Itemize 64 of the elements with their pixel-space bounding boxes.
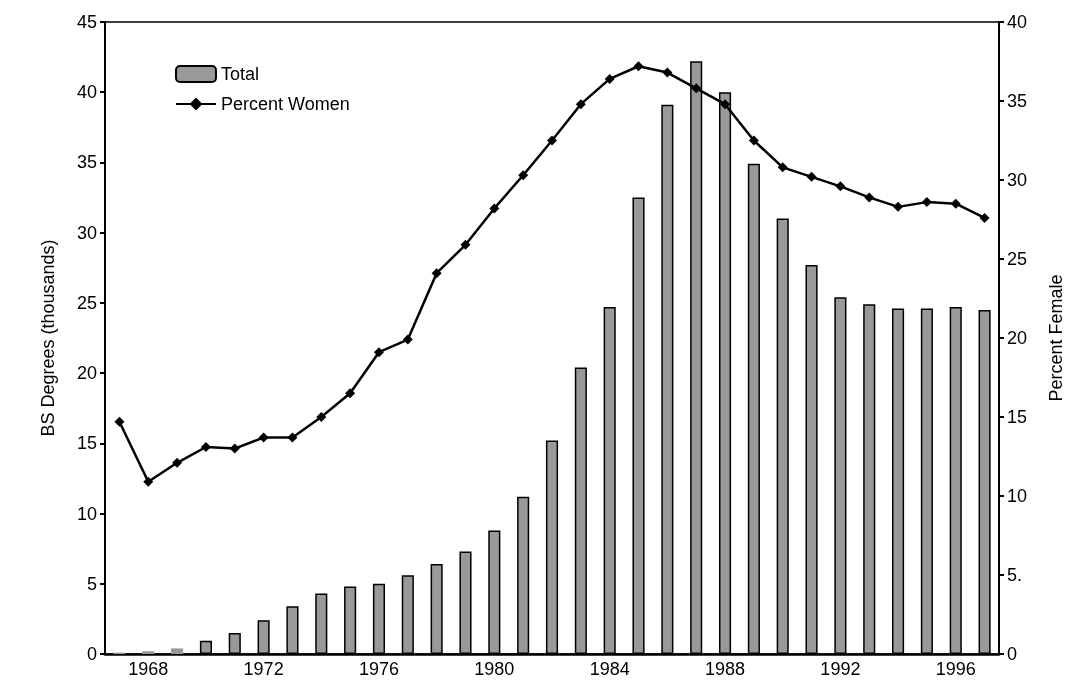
point — [864, 192, 875, 203]
point — [806, 171, 817, 182]
point — [316, 412, 327, 422]
point — [950, 198, 961, 209]
y-tick-label: 35 — [76, 152, 97, 173]
y-tick-label: 20 — [76, 363, 97, 384]
point — [172, 457, 183, 468]
legend-label: Percent Women — [221, 94, 350, 114]
x-tick-label: 1976 — [358, 659, 399, 679]
point — [229, 443, 240, 454]
point — [489, 203, 500, 214]
y-tick-label: 0 — [86, 644, 97, 664]
y2-tick-label: 15 — [1007, 407, 1028, 427]
point — [604, 73, 615, 84]
point — [143, 476, 154, 487]
y-tick-label: 45 — [76, 12, 97, 32]
point — [402, 334, 413, 345]
point — [921, 197, 932, 208]
y-axis-title: BS Degrees (thousands) — [38, 239, 58, 437]
legend-label: Total — [221, 64, 260, 84]
x-tick-label: 1984 — [589, 659, 630, 679]
point — [287, 432, 298, 443]
point — [345, 388, 356, 399]
x-tick-label: 1972 — [243, 659, 284, 679]
point — [893, 201, 904, 212]
y2-tick-label: 10 — [1007, 486, 1028, 506]
y-tick-label: 30 — [76, 222, 97, 243]
point — [748, 135, 759, 146]
y2-tick-label: 0 — [1007, 644, 1018, 664]
x-tick-label: 1980 — [474, 659, 515, 679]
bar — [142, 651, 155, 654]
point — [633, 61, 644, 72]
point — [373, 347, 384, 358]
point — [200, 442, 211, 453]
point — [114, 416, 125, 427]
point — [979, 212, 990, 223]
point — [547, 135, 557, 146]
y2-tick-label: 40 — [1007, 12, 1028, 32]
point — [691, 83, 702, 94]
y2-axis-title: Percent Female — [1046, 274, 1066, 402]
x-tick-label: 1992 — [820, 659, 861, 679]
y2-tick-label: 5. — [1007, 565, 1023, 585]
point — [835, 181, 846, 192]
x-tick-label: 1996 — [935, 659, 976, 679]
point — [720, 99, 731, 110]
point — [518, 170, 529, 181]
y-tick-label: 40 — [76, 82, 97, 103]
point — [575, 99, 586, 110]
y-tick-label: 15 — [76, 433, 97, 454]
x-tick-label: 1968 — [128, 659, 169, 679]
point — [777, 162, 788, 173]
bar — [171, 648, 184, 654]
point — [431, 268, 442, 279]
y-tick-label: 10 — [76, 503, 97, 524]
y-tick-label: 25 — [76, 292, 97, 313]
y2-tick-label: 35 — [1007, 91, 1028, 111]
point — [460, 239, 471, 250]
point — [662, 67, 673, 78]
y-tick-label: 5 — [86, 573, 97, 594]
y2-tick-label: 30 — [1007, 170, 1028, 190]
x-tick-label: 1988 — [705, 659, 746, 679]
y2-tick-label: 25 — [1007, 249, 1028, 269]
y2-tick-label: 20 — [1007, 328, 1028, 348]
point — [258, 432, 269, 443]
